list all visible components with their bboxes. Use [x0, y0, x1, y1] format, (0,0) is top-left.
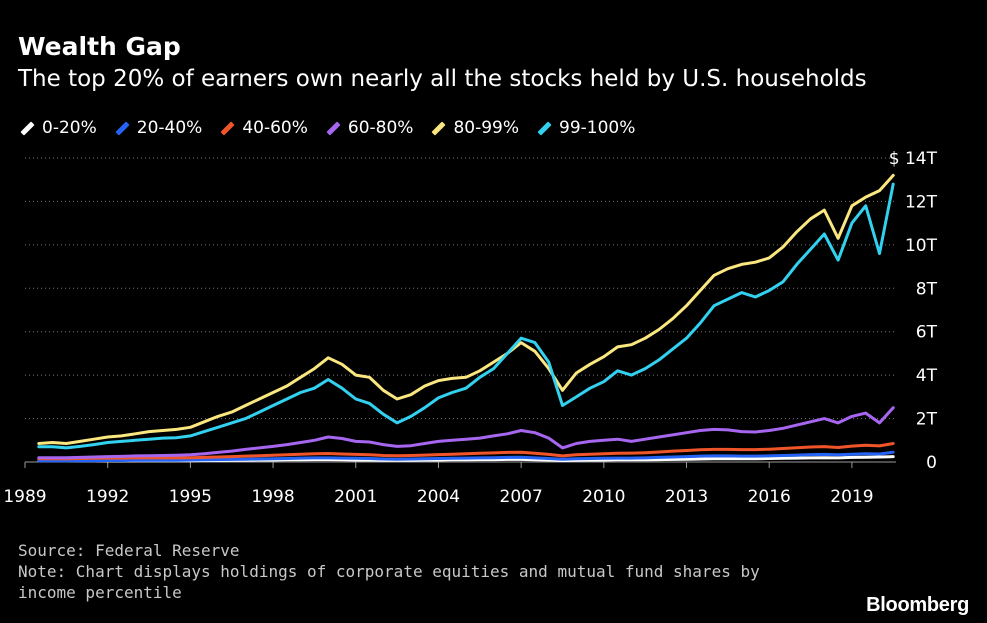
series-line-99-100 [37, 182, 895, 450]
series-line-20-40 [37, 450, 895, 463]
series-line-60-80 [37, 406, 895, 460]
legend-label-40-60: 40-60% [242, 118, 308, 138]
legend-label-0-20: 0-20% [42, 118, 97, 138]
x-tick-label-1995: 1995 [169, 487, 212, 507]
y-tick-label-10: 10T [905, 236, 938, 256]
x-tick-label-2016: 2016 [748, 487, 791, 507]
bloomberg-logo: Bloomberg [866, 594, 969, 616]
x-tick-label-2010: 2010 [582, 487, 625, 507]
x-tick-label-2019: 2019 [830, 487, 873, 507]
y-tick-label-4: 4T [916, 366, 938, 386]
legend-item-99-100: 99-100% [537, 118, 635, 138]
note-text-line2: income percentile [18, 583, 182, 602]
legend-label-99-100: 99-100% [559, 118, 636, 138]
series-line-80-99 [37, 173, 895, 445]
x-tick-label-1989: 1989 [3, 487, 46, 507]
series-line-40-60 [37, 442, 895, 461]
y-tick-label-12: 12T [905, 192, 938, 212]
x-tick-label-2001: 2001 [334, 487, 377, 507]
x-tick-label-1998: 1998 [251, 487, 294, 507]
chart-title: Wealth Gap [18, 32, 181, 61]
legend-swatch-99-100 [537, 120, 552, 136]
legend-swatch-20-40 [115, 120, 130, 136]
x-tick-label-1992: 1992 [86, 487, 129, 507]
source-text: Source: Federal Reserve [18, 541, 240, 560]
legend: 0-20% 20-40% 40-60% 60-80% 80-99% 99-100… [20, 118, 653, 138]
legend-item-40-60: 40-60% [220, 118, 308, 138]
y-tick-label-6: 6T [916, 323, 938, 343]
x-tick-label-2007: 2007 [500, 487, 543, 507]
x-tick-label-2013: 2013 [665, 487, 708, 507]
chart-subtitle: The top 20% of earners own nearly all th… [18, 66, 867, 92]
legend-item-80-99: 80-99% [431, 118, 519, 138]
note-text-line1: Note: Chart displays holdings of corpora… [18, 562, 760, 581]
legend-swatch-80-99 [431, 120, 447, 136]
legend-label-20-40: 20-40% [136, 118, 203, 138]
legend-item-0-20: 0-20% [20, 118, 97, 138]
legend-label-60-80: 60-80% [347, 118, 414, 138]
chart-footer: Source: Federal Reserve Note: Chart disp… [18, 540, 760, 603]
line-chart: 0 2T 4T 6T 8T 10T 12T $ 14T 1989 1992 1995 1998 2001… [3, 149, 938, 507]
legend-swatch-60-80 [326, 120, 341, 136]
legend-item-60-80: 60-80% [326, 118, 414, 138]
y-tick-label-14: $ 14T [889, 149, 938, 169]
y-tick-label-8: 8T [916, 279, 938, 299]
y-tick-label-0: 0 [926, 453, 937, 473]
legend-swatch-40-60 [220, 120, 235, 136]
y-tick-label-2: 2T [916, 410, 938, 430]
legend-swatch-0-20 [20, 120, 35, 136]
legend-label-80-99: 80-99% [453, 118, 519, 138]
x-tick-label-2004: 2004 [417, 487, 460, 507]
legend-item-20-40: 20-40% [115, 118, 203, 138]
